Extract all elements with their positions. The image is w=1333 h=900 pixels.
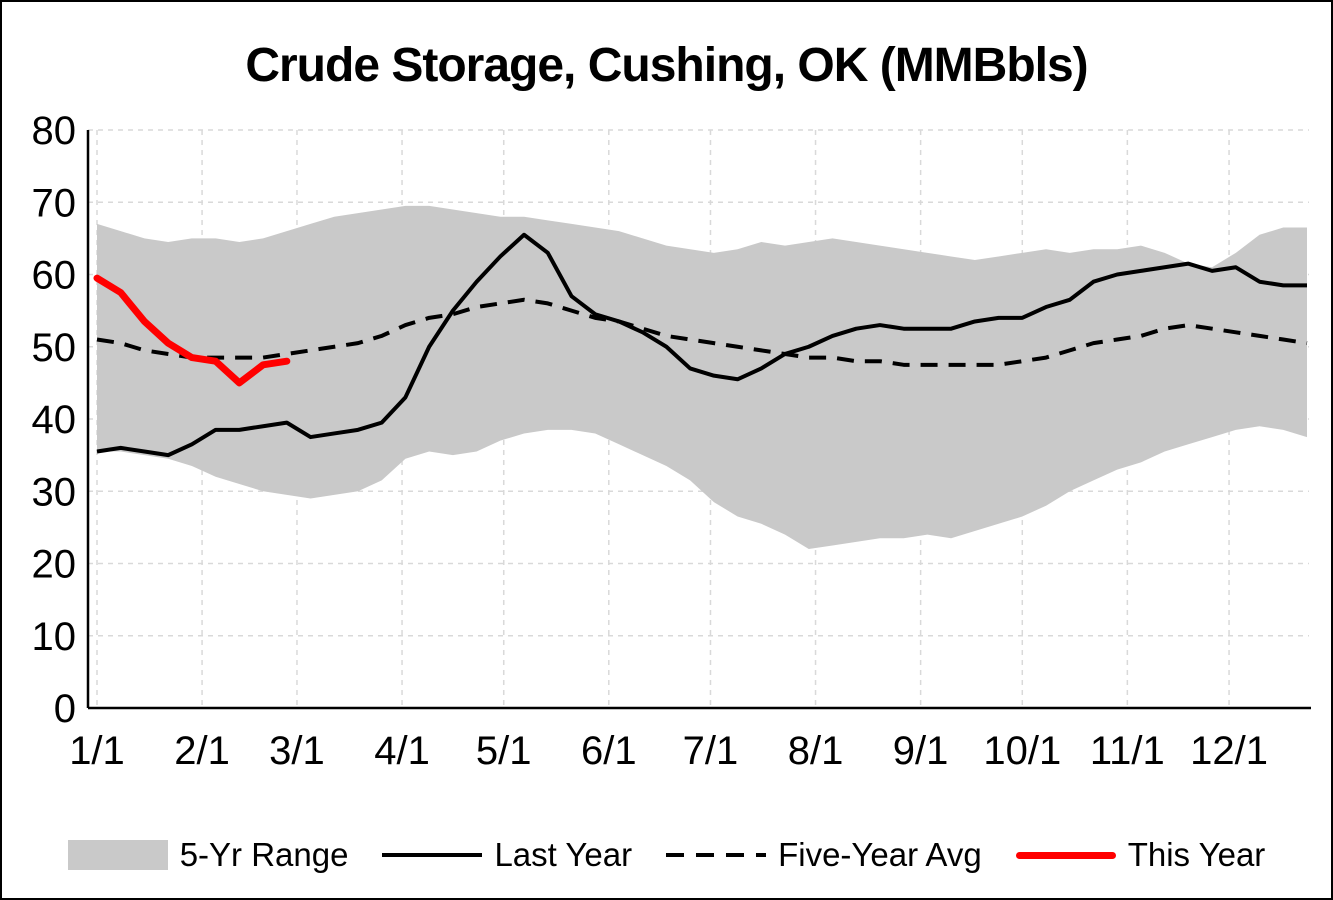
y-tick-label: 30 bbox=[32, 470, 77, 514]
y-tick-label: 0 bbox=[54, 687, 76, 731]
dashed-line-swatch-icon bbox=[666, 853, 767, 857]
x-tick-label: 5/1 bbox=[476, 729, 532, 773]
x-tick-label: 11/1 bbox=[1090, 729, 1165, 773]
x-tick-label: 10/1 bbox=[983, 729, 1061, 773]
legend-label-five-year-avg: Five-Year Avg bbox=[778, 836, 982, 873]
legend-label-5yr-range: 5-Yr Range bbox=[179, 836, 349, 873]
this-year-line bbox=[93, 274, 291, 387]
x-tick-label: 12/1 bbox=[1190, 729, 1268, 773]
red-line-swatch-icon bbox=[1015, 851, 1116, 859]
last-year-line bbox=[96, 232, 1307, 458]
legend-item-5yr-range: 5-Yr Range bbox=[67, 836, 349, 874]
legend-item-last-year: Last Year bbox=[382, 836, 632, 874]
y-tick-label: 50 bbox=[32, 326, 77, 370]
chart-legend: 5-Yr Range Last Year Five-Year Avg This … bbox=[2, 836, 1331, 874]
x-tick-label: 7/1 bbox=[683, 729, 739, 773]
five-year-avg-line bbox=[96, 297, 1308, 367]
five-year-range-band bbox=[97, 205, 1307, 550]
chart-title: Crude Storage, Cushing, OK (MMBbls) bbox=[245, 39, 1088, 92]
range-band-swatch-icon bbox=[67, 840, 168, 870]
x-tick-label: 8/1 bbox=[788, 729, 844, 773]
x-tick-label: 6/1 bbox=[581, 729, 637, 773]
x-tick-label: 4/1 bbox=[374, 729, 430, 773]
y-tick-label: 60 bbox=[32, 254, 77, 298]
y-tick-label: 70 bbox=[32, 181, 77, 225]
legend-label-last-year: Last Year bbox=[494, 836, 633, 873]
x-tick-label: 2/1 bbox=[174, 729, 230, 773]
x-tick-label: 9/1 bbox=[893, 729, 949, 773]
y-tick-label: 40 bbox=[32, 398, 77, 442]
y-tick-label: 80 bbox=[32, 109, 77, 153]
y-tick-label: 20 bbox=[32, 543, 77, 587]
x-tick-label: 3/1 bbox=[269, 729, 325, 773]
x-tick-label: 1/1 bbox=[69, 729, 125, 773]
solid-line-swatch-icon bbox=[382, 853, 483, 857]
y-tick-label: 10 bbox=[32, 615, 77, 659]
legend-label-this-year: This Year bbox=[1127, 836, 1266, 873]
legend-item-this-year: This Year bbox=[1015, 836, 1266, 874]
legend-item-five-year-avg: Five-Year Avg bbox=[666, 836, 982, 874]
